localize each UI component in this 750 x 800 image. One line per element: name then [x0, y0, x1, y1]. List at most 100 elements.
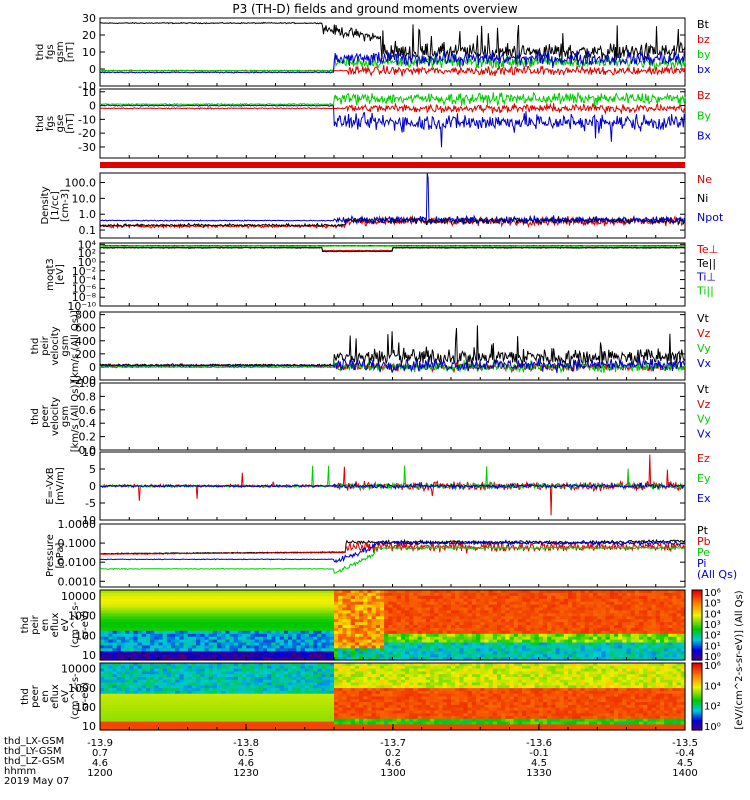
heat-cell-thd_peer_en_eflux: [279, 707, 285, 712]
heat-cell-thd_peir_en_eflux: [154, 642, 160, 646]
heat-cell-thd_peir_en_eflux: [451, 590, 456, 594]
heat-cell-thd_peer_en_eflux: [208, 685, 214, 689]
heat-cell-thd_peir_en_eflux: [517, 613, 523, 617]
heat-cell-thd_peir_en_eflux: [179, 625, 185, 629]
heat-cell-thd_peir_en_eflux: [534, 604, 540, 609]
heat-cell-thd_peir_en_eflux: [634, 607, 640, 611]
heat-cell-thd_peer_en_eflux: [321, 685, 327, 689]
heat-cell-thd_peer_en_eflux: [100, 674, 105, 678]
heat-cell-thd_peir_en_eflux: [409, 622, 414, 626]
heat-cell-thd_peir_en_eflux: [125, 592, 130, 597]
heat-cell-thd_peir_en_eflux: [187, 648, 193, 652]
heat-cell-thd_peer_en_eflux: [283, 688, 289, 692]
heat-cell-thd_peir_en_eflux: [342, 651, 348, 655]
heat-cell-thd_peir_en_eflux: [346, 622, 352, 626]
heat-cell-thd_peir_en_eflux: [296, 598, 302, 603]
heat-cell-thd_peir_en_eflux: [492, 619, 498, 623]
heat-cell-thd_peer_en_eflux: [317, 707, 323, 712]
heat-cell-thd_peir_en_eflux: [392, 639, 398, 644]
heat-cell-thd_peir_en_eflux: [367, 622, 373, 626]
heat-cell-thd_peir_en_eflux: [141, 639, 147, 644]
heat-cell-thd_peir_en_eflux: [179, 601, 185, 606]
heat-cell-thd_peir_en_eflux: [191, 613, 197, 617]
heat-cell-thd_peer_en_eflux: [150, 718, 155, 723]
heat-cell-thd_peer_en_eflux: [233, 685, 239, 689]
heat-cell-thd_peer_en_eflux: [283, 721, 289, 725]
heat-cell-thd_peir_en_eflux: [622, 598, 628, 603]
series-pressure-Pe: [99, 545, 685, 574]
heat-cell-thd_peir_en_eflux: [405, 654, 410, 658]
heat-cell-thd_peir_en_eflux: [597, 648, 603, 652]
heat-cell-thd_peir_en_eflux: [609, 636, 615, 641]
heat-cell-thd_peir_en_eflux: [187, 627, 193, 632]
heat-cell-thd_peir_en_eflux: [108, 636, 114, 641]
heat-cell-thd_peir_en_eflux: [680, 633, 686, 638]
heat-cell-thd_peir_en_eflux: [175, 604, 180, 609]
heat-cell-thd_peir_en_eflux: [254, 592, 260, 597]
heat-cell-thd_peer_en_eflux: [154, 704, 160, 709]
heat-cell-thd_peir_en_eflux: [559, 616, 565, 620]
heat-cell-thd_peer_en_eflux: [279, 721, 285, 725]
heat-cell-thd_peir_en_eflux: [137, 627, 143, 632]
heat-cell-thd_peer_en_eflux: [191, 682, 197, 686]
heat-cell-thd_peer_en_eflux: [104, 677, 109, 681]
heat-cell-thd_peir_en_eflux: [664, 639, 669, 644]
heat-cell-thd_peir_en_eflux: [267, 636, 272, 641]
heat-cell-thd_peir_en_eflux: [125, 619, 130, 623]
heat-cell-thd_peir_en_eflux: [271, 613, 277, 617]
heat-cell-thd_peir_en_eflux: [618, 654, 623, 658]
heat-cell-thd_peir_en_eflux: [300, 636, 306, 641]
heat-cell-thd_peir_en_eflux: [375, 654, 381, 658]
heat-cell-thd_peir_en_eflux: [580, 633, 586, 638]
heat-cell-thd_peir_en_eflux: [655, 595, 661, 600]
heat-cell-thd_peir_en_eflux: [438, 598, 444, 603]
heat-cell-thd_peer_en_eflux: [321, 721, 327, 725]
heat-cell-thd_peir_en_eflux: [438, 648, 444, 652]
heat-cell-thd_peir_en_eflux: [258, 592, 264, 597]
heat-cell-thd_peir_en_eflux: [438, 639, 444, 644]
heat-cell-thd_peir_en_eflux: [158, 639, 164, 644]
heat-cell-thd_peir_en_eflux: [100, 648, 105, 652]
heat-cell-thd_peir_en_eflux: [467, 598, 473, 603]
heat-cell-thd_peir_en_eflux: [208, 651, 214, 655]
heat-cell-thd_peir_en_eflux: [171, 622, 176, 626]
heat-cell-thd_peer_en_eflux: [120, 671, 126, 675]
heat-cell-thd_peir_en_eflux: [417, 633, 423, 638]
heat-cell-thd_peer_en_eflux: [258, 690, 264, 695]
heat-cell-thd_peir_en_eflux: [413, 590, 419, 594]
heat-cell-thd_peer_en_eflux: [300, 682, 306, 686]
heat-cell-thd_peir_en_eflux: [396, 604, 402, 609]
heat-cell-thd_peir_en_eflux: [271, 610, 277, 614]
heat-cell-thd_peir_en_eflux: [329, 604, 335, 609]
heat-cell-thd_peir_en_eflux: [171, 648, 176, 652]
heat-cell-thd_peer_en_eflux: [217, 704, 222, 709]
heat-cell-thd_peer_en_eflux: [221, 721, 226, 725]
heat-cell-thd_peir_en_eflux: [680, 648, 686, 652]
heat-cell-thd_peir_en_eflux: [380, 619, 385, 623]
legend-density-0: Ne: [697, 173, 712, 186]
heat-cell-thd_peir_en_eflux: [459, 592, 465, 597]
heat-cell-thd_peir_en_eflux: [342, 622, 348, 626]
heat-cell-thd_peir_en_eflux: [417, 610, 423, 614]
heat-cell-thd_peir_en_eflux: [622, 601, 628, 606]
heat-cell-thd_peir_en_eflux: [434, 604, 440, 609]
heat-cell-thd_peir_en_eflux: [492, 604, 498, 609]
heat-cell-thd_peer_en_eflux: [250, 665, 256, 670]
heat-cell-thd_peir_en_eflux: [233, 613, 239, 617]
heat-cell-thd_peer_en_eflux: [150, 707, 155, 712]
series-thd_fgs_gse-By: [99, 91, 686, 107]
heat-cell-thd_peir_en_eflux: [171, 601, 176, 606]
heat-cell-thd_peir_en_eflux: [129, 625, 135, 629]
heat-cell-thd_peir_en_eflux: [446, 607, 452, 611]
heat-cell-thd_peir_en_eflux: [237, 622, 243, 626]
heat-cell-thd_peir_en_eflux: [308, 636, 314, 641]
heat-cell-thd_peir_en_eflux: [141, 619, 147, 623]
y-axis-title-thd_fgs_gsm: [nT]: [65, 42, 76, 62]
heat-cell-thd_peer_en_eflux: [120, 665, 126, 670]
heat-cell-thd_peer_en_eflux: [187, 668, 193, 672]
heat-cell-thd_peir_en_eflux: [308, 607, 314, 611]
heat-cell-thd_peir_en_eflux: [187, 619, 193, 623]
heat-cell-thd_peir_en_eflux: [492, 627, 498, 632]
heat-cell-thd_peer_en_eflux: [237, 685, 243, 689]
heat-cell-thd_peir_en_eflux: [421, 642, 427, 646]
